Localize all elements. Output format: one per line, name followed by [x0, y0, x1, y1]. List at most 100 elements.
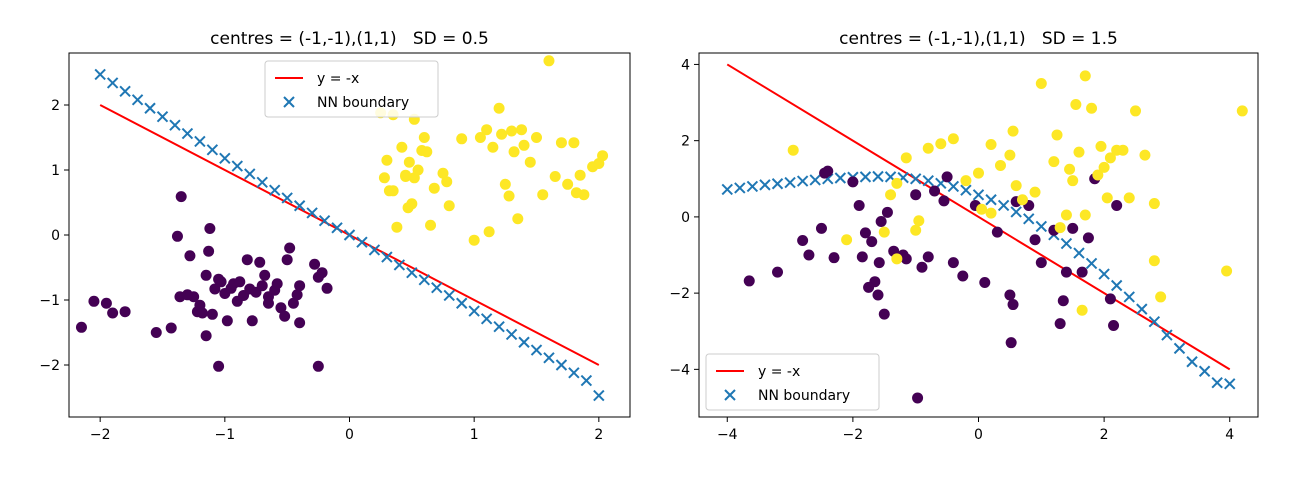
class-0-point	[284, 242, 296, 254]
class-0-point	[1104, 293, 1116, 305]
class-1-point	[885, 189, 897, 201]
class-1-point	[1123, 192, 1135, 204]
nn-boundary-marker	[194, 135, 206, 148]
class-0-point	[259, 269, 271, 281]
class-0-point	[1082, 232, 1094, 244]
y-tick-label: 2	[681, 134, 690, 150]
class-0-point	[916, 261, 928, 273]
class-0-point	[797, 235, 809, 247]
class-1-point	[516, 124, 528, 136]
legend-label: y = -x	[758, 364, 800, 380]
class-1-point	[597, 150, 609, 162]
nn-boundary-marker	[468, 305, 480, 317]
class-1-point	[1048, 156, 1060, 168]
class-1-point	[456, 133, 468, 145]
class-1-point	[481, 124, 493, 136]
class-1-point	[381, 154, 393, 166]
class-0-point	[213, 360, 225, 372]
nn-boundary-marker	[181, 127, 194, 140]
class-1-point	[403, 156, 415, 168]
nn-boundary-marker	[771, 178, 784, 190]
class-0-point	[938, 195, 950, 207]
class-1-point	[1010, 180, 1022, 192]
class-0-point	[847, 176, 859, 188]
class-0-point	[100, 297, 112, 309]
class-1-point	[578, 189, 590, 201]
nn-boundary-marker	[746, 180, 759, 193]
nn-boundary-marker	[530, 344, 543, 356]
y-tick-label: 0	[51, 228, 60, 244]
class-0-point	[281, 254, 293, 266]
y-tick-label: −2	[39, 358, 60, 374]
class-0-point	[1060, 266, 1072, 278]
chart-title-left: centres = (-1,-1),(1,1) SD = 0.5	[210, 29, 489, 49]
class-1-point	[1086, 102, 1098, 114]
y-tick-label: −1	[39, 293, 60, 309]
nn-boundary-marker	[256, 176, 268, 189]
class-0-point	[312, 271, 324, 283]
nn-boundary-marker	[455, 297, 468, 309]
class-0-point	[1067, 222, 1079, 234]
nn-boundary-marker	[721, 183, 733, 196]
class-0-point	[119, 306, 131, 318]
nn-boundary-marker	[331, 222, 343, 234]
class-1-point	[1092, 169, 1104, 181]
class-1-point	[437, 167, 449, 179]
nn-boundary-marker	[922, 174, 934, 187]
class-1-point	[1236, 105, 1248, 117]
class-0-point	[294, 317, 306, 329]
class-0-point	[828, 252, 840, 264]
class-1-point	[543, 55, 555, 67]
class-1-point	[562, 178, 574, 190]
class-0-point	[941, 171, 953, 183]
class-1-point	[391, 221, 403, 233]
class-1-point	[947, 133, 959, 145]
nn-boundary-marker	[960, 184, 972, 196]
class-1-point	[499, 178, 511, 190]
class-1-point	[922, 142, 934, 154]
class-1-point	[1139, 149, 1151, 161]
class-1-point	[787, 144, 799, 156]
class-1-point	[1130, 105, 1142, 117]
class-0-point	[878, 308, 890, 320]
scatter-panel-sd-1-5: centres = (-1,-1),(1,1) SD = 1.5 −4 −2 0 2 4…	[669, 29, 1259, 443]
class-1-point	[1095, 140, 1107, 152]
class-1-point	[425, 219, 437, 231]
class-0-point	[75, 321, 87, 333]
nn-boundary-marker	[872, 170, 884, 183]
nn-boundary-marker	[1123, 291, 1135, 303]
class-1-point	[973, 167, 984, 179]
nn-boundary-marker	[555, 359, 568, 371]
class-1-point	[574, 169, 586, 181]
class-0-point	[1054, 318, 1066, 330]
class-1-point	[524, 156, 536, 168]
class-1-point	[1029, 186, 1041, 198]
class-1-point	[960, 175, 972, 187]
class-0-point	[234, 276, 246, 288]
class-0-point	[213, 273, 225, 285]
class-1-point	[1064, 163, 1076, 175]
class-1-point	[496, 128, 508, 140]
nn-boundary-marker	[418, 274, 431, 286]
class-0-point	[910, 189, 922, 201]
nn-boundary-marker	[580, 374, 593, 387]
nn-boundary-marker	[368, 244, 381, 256]
nn-boundary-marker	[1211, 376, 1223, 389]
class-1-point	[555, 137, 567, 149]
legend-label: y = -x	[317, 71, 359, 87]
class-0-point	[321, 282, 333, 294]
nn-boundary-marker	[1186, 356, 1198, 368]
nn-boundary-marker	[543, 352, 555, 364]
class-1-point	[913, 215, 925, 227]
class-1-point	[985, 207, 997, 219]
nn-boundary-marker	[1173, 342, 1186, 355]
class-0-point	[1111, 199, 1123, 211]
class-0-point	[859, 227, 871, 239]
class-0-point	[929, 185, 941, 197]
class-0-point	[88, 295, 100, 307]
class-0-point	[165, 322, 177, 334]
class-0-point	[815, 222, 827, 234]
class-1-point	[487, 141, 499, 153]
nn-boundary-marker	[1035, 220, 1048, 233]
nn-boundary-marker	[493, 320, 505, 333]
